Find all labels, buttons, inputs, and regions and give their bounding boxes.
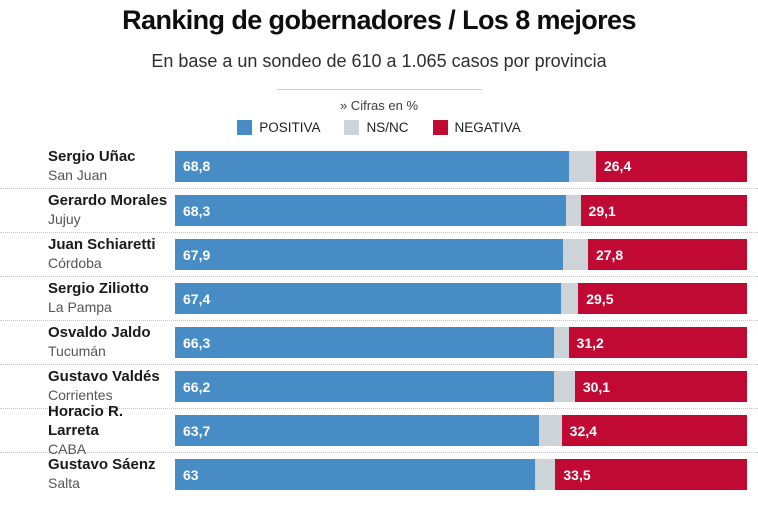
legend-item-positiva: POSITIVA	[237, 120, 320, 135]
province-label: San Juan	[48, 166, 108, 183]
divider	[276, 89, 482, 90]
governor-name: Juan Schiaretti	[48, 236, 156, 254]
negativa-value: 29,1	[588, 202, 616, 219]
bar-segment-nsnc	[568, 150, 596, 182]
chart-row: Juan Schiaretti Córdoba 67,9 27,8	[0, 232, 758, 276]
stacked-bar: 66,2 30,1	[175, 371, 747, 402]
positiva-value: 68,3	[183, 202, 211, 219]
units-note: » Cifras en %	[339, 98, 419, 113]
positiva-value: 66,3	[183, 334, 211, 351]
positiva-value: 67,9	[183, 246, 211, 263]
chart-rows: Sergio Uñac San Juan 68,8 26,4 Gerardo Moral…	[0, 144, 758, 496]
bar-segment-positiva: 67,9	[175, 239, 564, 270]
bar-segment-negativa: 29,5	[578, 283, 747, 314]
negativa-swatch-icon	[432, 120, 448, 135]
negativa-value: 31,2	[576, 334, 604, 351]
chart-row: Gustavo Sáenz Salta 63 33,5	[0, 452, 758, 496]
province-label: Jujuy	[48, 211, 81, 228]
bar-segment-nsnc	[565, 195, 581, 226]
row-label: Juan Schiaretti Córdoba	[48, 236, 175, 272]
bar-segment-positiva: 66,2	[175, 371, 554, 402]
legend-label-positiva: POSITIVA	[259, 120, 321, 135]
legend: POSITIVA NS/NC NEGATIVA	[0, 120, 758, 135]
negativa-value: 30,1	[582, 378, 611, 395]
row-label: Gustavo Valdés Corrientes	[48, 368, 175, 404]
province-label: La Pampa	[48, 299, 112, 316]
positiva-value: 67,4	[183, 290, 211, 307]
positiva-value: 63,7	[183, 422, 211, 439]
governor-name: Osvaldo Jaldo	[48, 324, 151, 342]
province-label: Córdoba	[48, 255, 102, 272]
positiva-value: 68,8	[183, 158, 211, 174]
bar-segment-negativa: 31,2	[568, 327, 747, 358]
row-label: Gerardo Morales Jujuy	[48, 192, 175, 228]
bar-segment-positiva: 67,4	[175, 283, 561, 314]
row-label: Osvaldo Jaldo Tucumán	[48, 324, 175, 360]
bar-segment-negativa: 33,5	[555, 459, 747, 490]
governor-name: Sergio Uñac	[48, 147, 136, 165]
bar-segment-positiva: 66,3	[175, 327, 555, 358]
province-label: Salta	[48, 475, 80, 492]
stacked-bar: 66,3 31,2	[175, 327, 747, 358]
chart-row: Sergio Ziliotto La Pampa 67,4 29,5	[0, 276, 758, 320]
page-subtitle: En base a un sondeo de 610 a 1.065 casos…	[151, 51, 607, 71]
row-label: Horacio R. Larreta CABA	[48, 403, 175, 458]
bar-segment-negativa: 29,1	[580, 195, 747, 226]
legend-item-nsnc: NS/NC	[344, 120, 409, 135]
negativa-value: 27,8	[595, 246, 624, 263]
chart-row: Gustavo Valdés Corrientes 66,2 30,1	[0, 364, 758, 408]
bar-segment-positiva: 68,3	[175, 195, 566, 226]
chart-row: Osvaldo Jaldo Tucumán 66,3 31,2	[0, 320, 758, 364]
legend-label-nsnc: NS/NC	[366, 120, 409, 135]
chart-row: Gerardo Morales Jujuy 68,3 29,1	[0, 188, 758, 232]
row-label: Sergio Uñac San Juan	[48, 148, 175, 184]
bar-segment-nsnc	[553, 371, 575, 402]
province-label: CABA	[48, 440, 87, 457]
stacked-bar: 68,3 29,1	[175, 195, 747, 226]
chart-row: Sergio Uñac San Juan 68,8 26,4	[0, 144, 758, 188]
legend-label-negativa: NEGATIVA	[454, 120, 521, 135]
governor-name: Gustavo Valdés	[48, 368, 160, 386]
province-label: Corrientes	[48, 387, 113, 404]
province-label: Tucumán	[48, 343, 106, 360]
nsnc-swatch-icon	[344, 120, 360, 135]
bar-segment-nsnc	[554, 327, 569, 358]
bar-segment-positiva: 63,7	[175, 415, 540, 446]
page-title: Ranking de gobernadores / Los 8 mejores	[122, 5, 636, 35]
bar-segment-negativa: 30,1	[574, 371, 747, 402]
bar-segment-negativa: 32,4	[561, 415, 747, 446]
stacked-bar: 67,9 27,8	[175, 239, 747, 270]
bar-segment-negativa: 26,4	[595, 150, 747, 182]
positiva-swatch-icon	[237, 120, 253, 135]
governor-name: Gustavo Sáenz	[48, 456, 156, 474]
row-label: Gustavo Sáenz Salta	[48, 456, 175, 492]
legend-item-negativa: NEGATIVA	[432, 120, 521, 135]
governor-name: Horacio R. Larreta	[48, 403, 124, 439]
negativa-value: 32,4	[569, 422, 597, 439]
negativa-value: 26,4	[603, 158, 632, 174]
bar-segment-negativa: 27,8	[587, 239, 747, 270]
bar-segment-nsnc	[563, 239, 588, 270]
stacked-bar: 68,8 26,4	[175, 150, 747, 182]
governor-name: Gerardo Morales	[48, 192, 168, 210]
chart-row: Horacio R. Larreta CABA 63,7 32,4	[0, 403, 758, 457]
stacked-bar: 63,7 32,4	[175, 415, 747, 446]
stacked-bar: 63 33,5	[175, 459, 747, 490]
row-label: Sergio Ziliotto La Pampa	[48, 280, 175, 316]
negativa-value: 33,5	[563, 466, 591, 483]
bar-segment-nsnc	[535, 459, 556, 490]
bar-segment-positiva: 63	[175, 459, 536, 490]
positiva-value: 66,2	[183, 378, 211, 395]
negativa-value: 29,5	[586, 290, 614, 307]
bar-segment-positiva: 68,8	[175, 150, 569, 182]
bar-segment-nsnc	[560, 283, 579, 314]
bar-segment-nsnc	[539, 415, 562, 446]
positiva-value: 63	[183, 466, 199, 483]
stacked-bar: 67,4 29,5	[175, 283, 747, 314]
governor-name: Sergio Ziliotto	[48, 280, 149, 298]
